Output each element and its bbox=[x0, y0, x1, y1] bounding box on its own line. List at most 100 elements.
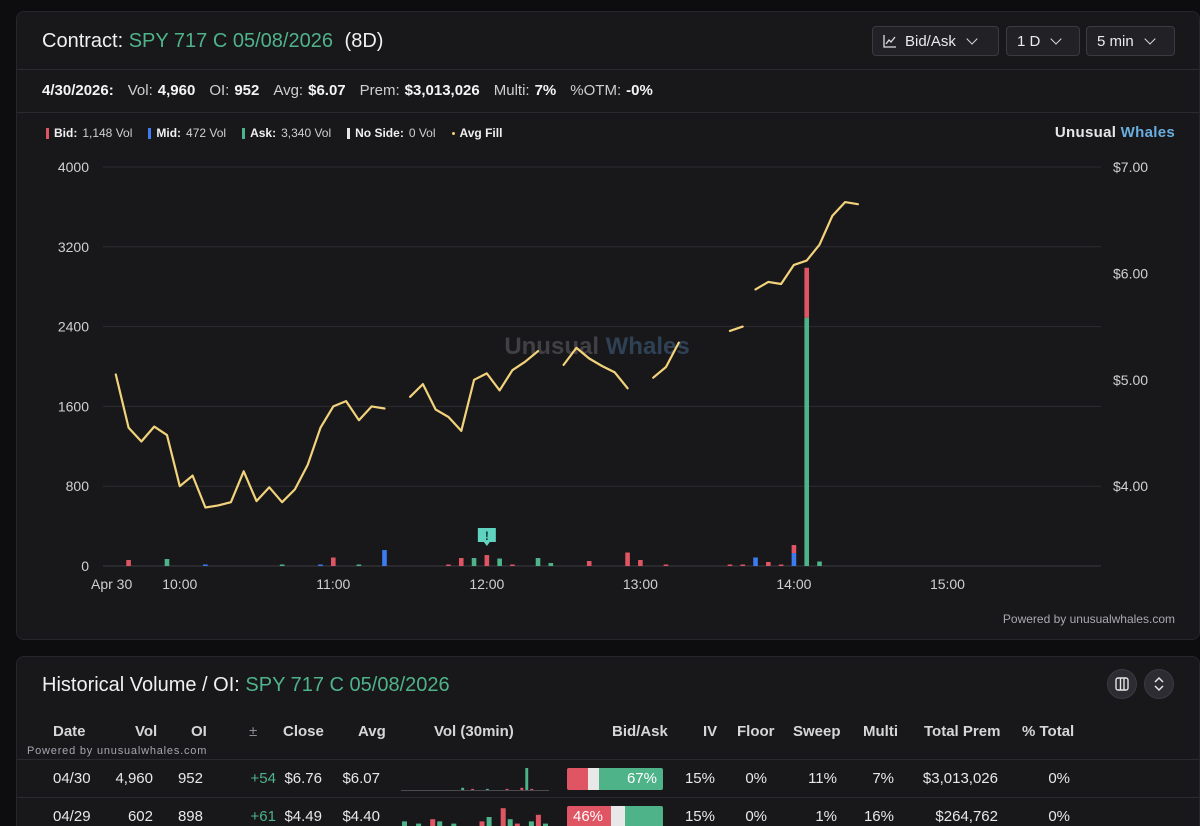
stat-item: OI: 952 bbox=[209, 82, 259, 99]
column-header[interactable]: ± bbox=[249, 723, 258, 740]
sparkline-bar bbox=[486, 817, 492, 826]
table-row[interactable]: 04/30 4,960 952 +54 $6.76 $6.07 67% 15% 0% 11% 7% $… bbox=[17, 759, 1199, 795]
chart-watermark: Unusual Whales bbox=[504, 333, 689, 360]
chart-type-label: Bid/Ask bbox=[905, 32, 956, 50]
column-header[interactable]: IV bbox=[703, 723, 718, 740]
column-header[interactable]: Avg bbox=[358, 723, 386, 740]
sparkline-bar bbox=[505, 788, 509, 790]
column-header[interactable]: Floor bbox=[737, 723, 775, 740]
historical-title: Historical Volume / OI: SPY 717 C 05/08/… bbox=[42, 674, 450, 697]
sparkline-bar bbox=[416, 823, 422, 826]
volume-bar-mid bbox=[382, 550, 387, 566]
volume-bar-bid bbox=[458, 558, 464, 566]
mid-segment bbox=[588, 768, 599, 790]
column-header[interactable]: OI bbox=[191, 723, 207, 740]
stat-label: 4/30/2026: bbox=[42, 82, 114, 99]
legend-item[interactable]: Avg Fill bbox=[451, 126, 502, 140]
ask-segment bbox=[624, 806, 663, 826]
legend-name: Bid: bbox=[54, 126, 78, 140]
stat-label: Prem: bbox=[359, 82, 400, 99]
legend-name: Mid: bbox=[156, 126, 182, 140]
volume-bar-bid bbox=[510, 564, 515, 567]
column-header[interactable]: Multi bbox=[863, 723, 898, 740]
cell-close: $6.76 bbox=[284, 770, 322, 787]
legend-value: 472 Vol bbox=[186, 126, 227, 140]
legend-item[interactable]: No Side: 0 Vol bbox=[347, 126, 436, 140]
legend-item[interactable]: Mid: 472 Vol bbox=[148, 126, 226, 140]
column-header[interactable]: Close bbox=[283, 723, 324, 740]
table-row[interactable]: 04/29 602 898 +61 $4.49 $4.40 46% 15% 0% 1% 16% $26… bbox=[17, 797, 1199, 826]
sparkline-bar bbox=[520, 787, 524, 790]
powered-by-watermark: Powered by unusualwhales.com bbox=[27, 745, 208, 757]
historical-contract-symbol[interactable]: SPY 717 C 05/08/2026 bbox=[245, 674, 450, 696]
legend-item[interactable]: Bid: 1,148 Vol bbox=[46, 126, 132, 140]
bid-ask-bar: 46% bbox=[567, 806, 663, 826]
stat-item: %OTM: -0% bbox=[570, 82, 653, 99]
volume-bar-ask bbox=[497, 558, 502, 566]
stats-divider bbox=[17, 112, 1199, 113]
contract-symbol[interactable]: SPY 717 C 05/08/2026 bbox=[128, 30, 333, 52]
columns-button[interactable] bbox=[1107, 669, 1137, 699]
sparkline-bar bbox=[543, 823, 548, 826]
chart-legend: Bid: 1,148 Vol Mid: 472 Vol Ask: 3,340 Vol No … bbox=[46, 126, 502, 140]
cell-avg: $6.07 bbox=[342, 770, 380, 787]
powered-by-link[interactable]: Powered by unusualwhales.com bbox=[1002, 612, 1175, 626]
volume-price-chart[interactable]: 0 800 1600 2400 3200 4000 $4.00 $5.00 $6.00 $7.00… bbox=[17, 12, 1200, 641]
expand-collapse-button[interactable] bbox=[1144, 669, 1174, 699]
cell-change: +61 bbox=[250, 808, 276, 825]
avg-fill-line bbox=[728, 325, 744, 332]
cell-pct_total: 0% bbox=[1048, 808, 1070, 825]
line-chart-icon bbox=[883, 35, 896, 48]
chart-type-dropdown[interactable]: Bid/Ask bbox=[872, 26, 999, 56]
column-header[interactable]: Bid/Ask bbox=[612, 723, 668, 740]
avg-fill-line bbox=[562, 346, 629, 390]
volume-bar-ask bbox=[471, 558, 477, 566]
volume-bar-ask bbox=[548, 563, 554, 566]
sparkline-bar bbox=[437, 821, 443, 826]
x-tick-label: 12:00 bbox=[469, 576, 504, 592]
column-header[interactable]: Date bbox=[53, 723, 86, 740]
sparkline-bar bbox=[507, 819, 513, 826]
legend-value: 3,340 Vol bbox=[281, 126, 332, 140]
cell-oi: 952 bbox=[177, 770, 203, 787]
historical-volume-panel: Historical Volume / OI: SPY 717 C 05/08/… bbox=[16, 656, 1200, 826]
volume-bar-bid bbox=[331, 557, 336, 566]
volume-bar-mid bbox=[753, 557, 758, 566]
volume-bar-bid bbox=[791, 545, 797, 554]
bid-pct-label: 46% bbox=[573, 808, 604, 825]
contract-stats-row: 4/30/2026: Vol: 4,960 OI: 952 Avg: $6.07 Prem: $… bbox=[42, 82, 653, 99]
range-dropdown[interactable]: 1 D bbox=[1006, 26, 1080, 56]
chart-panel-header: Contract: SPY 717 C 05/08/2026 (8D) Bid/… bbox=[17, 12, 1199, 70]
legend-item[interactable]: Ask: 3,340 Vol bbox=[242, 126, 331, 140]
legend-swatch bbox=[242, 127, 246, 139]
cell-date: 04/30 bbox=[53, 770, 91, 787]
column-header[interactable]: Sweep bbox=[793, 723, 841, 740]
range-label: 1 D bbox=[1017, 32, 1041, 50]
volume-bar-bid bbox=[126, 560, 131, 566]
sparkline-bar bbox=[514, 823, 520, 826]
column-header[interactable]: Vol bbox=[135, 723, 158, 740]
stat-label: OI: bbox=[209, 82, 230, 99]
sparkline-bar bbox=[535, 814, 541, 826]
x-tick-label: 15:00 bbox=[930, 576, 965, 592]
y-left-tick-label: 0 bbox=[81, 558, 89, 574]
bid-segment: 46% bbox=[567, 806, 612, 826]
column-header[interactable]: % Total bbox=[1022, 723, 1075, 740]
sparkline-bar bbox=[451, 823, 457, 826]
column-header[interactable]: Vol (30min) bbox=[434, 723, 514, 740]
contract-chart-panel: Contract: SPY 717 C 05/08/2026 (8D) Bid/… bbox=[16, 11, 1200, 640]
cell-multi: 16% bbox=[863, 808, 894, 825]
stat-label: Avg: bbox=[273, 82, 304, 99]
cell-vol: 4,960 bbox=[115, 770, 153, 787]
x-tick-label: 11:00 bbox=[316, 576, 350, 592]
brand-logo-b: Whales bbox=[1120, 124, 1175, 141]
volume-bar-bid bbox=[740, 564, 746, 567]
volume-bar-ask bbox=[817, 561, 822, 566]
volume-bar-mid bbox=[203, 564, 208, 567]
interval-dropdown[interactable]: 5 min bbox=[1086, 26, 1175, 56]
x-tick-label: 14:00 bbox=[776, 576, 811, 592]
stat-label: Vol: bbox=[127, 82, 153, 99]
cell-change: +54 bbox=[250, 770, 276, 787]
column-header[interactable]: Total Prem bbox=[924, 723, 1001, 740]
legend-value: 1,148 Vol bbox=[82, 126, 133, 140]
